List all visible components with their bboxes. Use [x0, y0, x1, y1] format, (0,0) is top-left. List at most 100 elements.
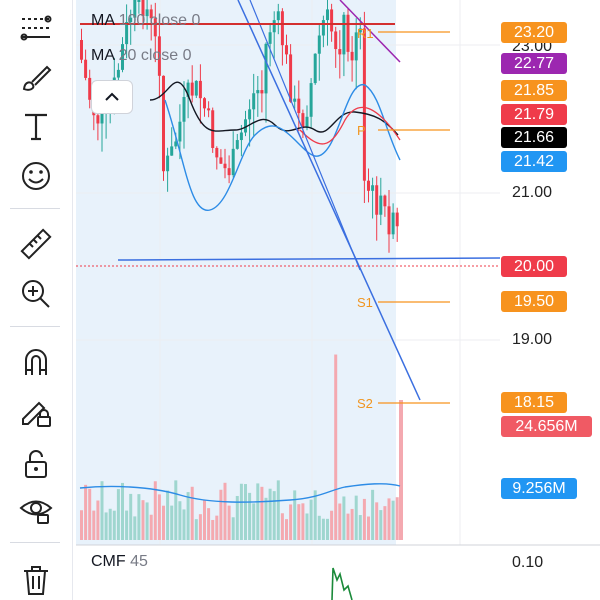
brush-icon[interactable]: [14, 58, 58, 98]
volume-bar: [149, 514, 153, 540]
trend-line-2[interactable]: [249, 0, 361, 271]
zoom-in-icon[interactable]: [14, 274, 58, 314]
volume-bar: [166, 490, 170, 540]
volume-bar: [272, 491, 276, 540]
ruler-icon[interactable]: [14, 224, 58, 264]
candle-body: [289, 54, 293, 102]
candle-body: [194, 80, 198, 96]
ma100-legend-params: 100 close 0: [118, 12, 201, 29]
price-tag-orange: 21.85: [501, 80, 567, 101]
candle-body: [190, 82, 194, 96]
candle-body: [252, 93, 256, 110]
candle-body: [248, 109, 252, 120]
trend-line-1[interactable]: [237, 0, 421, 401]
candle-body: [137, 0, 141, 2]
price-tag-red: 21.79: [501, 104, 567, 125]
volume-bar: [84, 484, 88, 540]
ma20-legend-name: MA: [91, 47, 115, 64]
candle-body: [272, 20, 276, 33]
candle-body: [244, 119, 247, 133]
volume-bar: [301, 503, 305, 540]
ma20-legend[interactable]: MA 20 close 0: [91, 47, 192, 65]
candle-body: [383, 195, 387, 207]
volume-bar: [129, 493, 133, 540]
candle-body: [379, 195, 383, 215]
volume-bar: [395, 497, 399, 540]
candle-body: [285, 45, 288, 55]
volume-bar: [289, 504, 293, 540]
support-horizontal-line[interactable]: [117, 257, 501, 261]
candle-body: [207, 108, 211, 111]
unlock-icon[interactable]: [14, 444, 58, 484]
trash-icon[interactable]: [14, 560, 58, 600]
volume-bar: [100, 481, 104, 540]
emoji-icon[interactable]: [14, 156, 58, 196]
candle-body: [182, 96, 186, 122]
ma20-legend-params: 20 close 0: [118, 47, 192, 64]
magnet-icon[interactable]: [14, 342, 58, 382]
candle-body: [80, 40, 83, 60]
volume-bar: [80, 510, 83, 540]
trend-lines-icon[interactable]: [14, 8, 58, 48]
candle-body: [338, 49, 342, 55]
volume-bar: [330, 510, 334, 540]
volume-bar: [244, 484, 247, 540]
candle-body: [350, 51, 354, 61]
candle-body: [334, 31, 338, 50]
candle-body: [326, 9, 329, 21]
volume-bar: [350, 508, 354, 540]
volume-bar: [354, 495, 358, 540]
volume-bar: [145, 502, 149, 540]
volume-bar: [285, 519, 288, 540]
price-tag-s2: 18.15: [501, 392, 567, 413]
eye-icon[interactable]: [14, 490, 58, 530]
volume-bar: [313, 490, 317, 540]
candle-body: [227, 168, 231, 176]
cmf-legend-name: CMF: [91, 553, 126, 570]
volume-bar: [346, 513, 350, 540]
volume-ma-line: [79, 483, 401, 503]
text-icon[interactable]: [14, 106, 58, 146]
candle-body: [395, 212, 399, 227]
volume-bar: [317, 515, 321, 540]
ma20-line: [164, 84, 401, 211]
volume-bar: [338, 503, 342, 540]
candle-body: [305, 116, 309, 128]
candle-body: [264, 43, 268, 94]
lock-drawing-icon[interactable]: [14, 392, 58, 432]
trend-line-purple[interactable]: [339, 0, 401, 63]
volume-bar: [182, 509, 186, 540]
candle-body: [133, 0, 137, 18]
candle-body: [280, 11, 284, 46]
volume-bar: [223, 482, 227, 540]
candle-body: [100, 110, 104, 124]
candle-body: [223, 163, 227, 169]
candle-body: [129, 17, 133, 23]
cmf-legend[interactable]: CMF 45: [91, 553, 148, 571]
candle-body: [371, 185, 375, 191]
candle-body: [198, 80, 202, 99]
toolbar-divider: [10, 326, 60, 327]
volume-bar: [203, 500, 206, 540]
volume-bar: [252, 503, 256, 540]
ma100-legend[interactable]: MA 100 close 0: [91, 12, 200, 30]
price-tag-last: 20.00: [501, 256, 567, 277]
collapse-legend-button[interactable]: [91, 80, 133, 114]
volume-bar: [256, 483, 260, 540]
candle-body: [346, 14, 350, 52]
price-chart[interactable]: [76, 0, 600, 600]
candle-body: [321, 20, 325, 36]
volume-bar: [92, 510, 96, 540]
volume-bar: [342, 496, 346, 540]
candle-body: [330, 9, 334, 32]
candle-body: [268, 32, 272, 44]
volume-bar: [367, 516, 370, 540]
toolbar-divider: [10, 208, 60, 209]
candle-body: [125, 22, 129, 45]
price-tag-purple: 22.77: [501, 53, 567, 74]
volume-bar: [153, 481, 157, 540]
volume-bar: [248, 492, 252, 540]
volume-bar: [297, 504, 301, 540]
candle-body: [178, 121, 182, 142]
cmf-legend-period: 45: [130, 553, 148, 570]
